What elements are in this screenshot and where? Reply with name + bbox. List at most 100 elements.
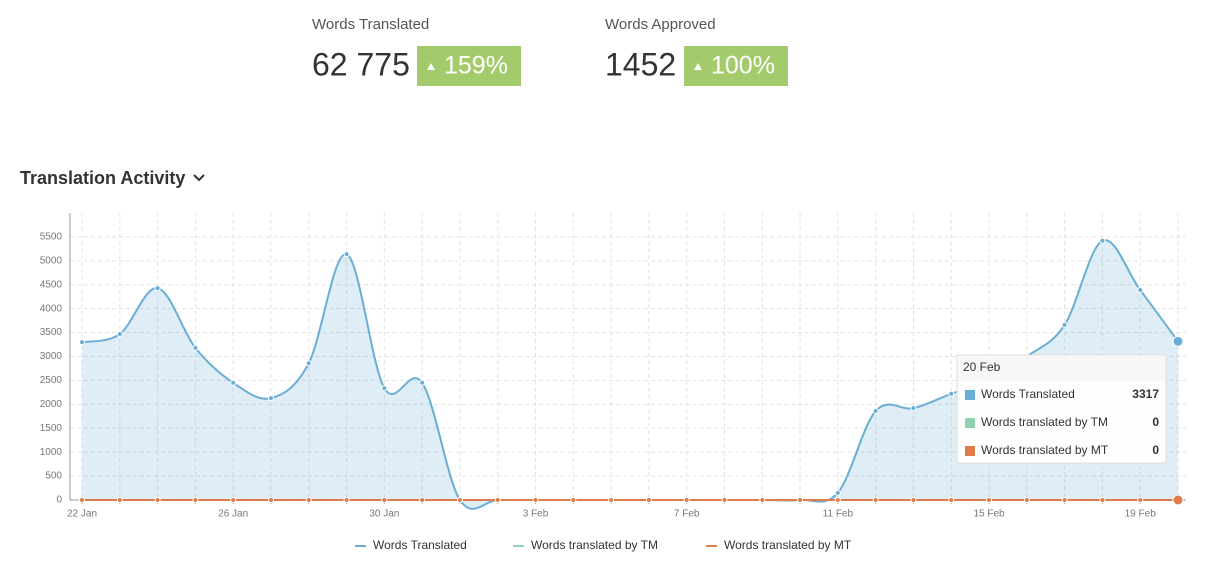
up-arrow [427,63,435,70]
stat-value: 62 775 [312,46,410,82]
change-badge [684,46,788,86]
point [456,497,463,503]
point [834,489,841,496]
point [419,497,426,503]
y-tick-label: 2500 [40,375,63,386]
point [381,385,388,392]
point [343,251,350,258]
point [116,331,123,338]
x-tick-label: 26 Jan [218,509,248,520]
tooltip-value: 0 [1152,415,1159,429]
point [343,497,350,503]
point [570,497,577,503]
point [797,497,804,503]
stat-label: Words Translated [312,16,429,33]
point [116,497,123,503]
point [381,497,388,503]
point [230,379,237,386]
tooltip-name: Words translated by MT [981,443,1109,457]
x-tick-label: 11 Feb [823,509,854,520]
up-arrow [694,63,702,70]
point [1137,497,1144,503]
legend-label: Words Translated [373,538,467,552]
plot: 0 500 1000 1500 2000 2500 3000 3500 4000 4500 5000… [40,213,1186,520]
x-tick-label: 30 Jan [369,509,399,520]
point [79,497,85,503]
point [948,390,955,397]
tooltip-title: 20 Feb [963,360,1001,374]
stat-label: Words Approved [605,16,716,33]
point [1061,497,1068,503]
tooltip-swatch [965,390,975,400]
point [192,497,199,503]
y-tick-label: 500 [45,471,62,482]
point [834,497,841,503]
tooltip-name: Words translated by TM [981,415,1108,429]
stat-value: 1452 [605,46,676,82]
stats: Words Translated 62 775 159% Words Appro… [312,16,788,86]
y-tick-label: 3500 [40,327,63,338]
y-tick-label: 5000 [40,255,63,266]
x-tick-label: 22 Jan [67,509,97,520]
point [986,497,993,503]
y-tick-label: 5500 [40,232,63,243]
point [608,497,615,503]
y-tick-label: 4000 [40,303,63,314]
point [910,497,917,503]
y-tick-label: 4500 [40,279,63,290]
tooltip-swatch [965,446,975,456]
x-tick-label: 19 Feb [1125,509,1157,520]
y-tick-label: 2000 [40,399,63,410]
point [1172,335,1184,347]
point [759,497,766,503]
y-tick-label: 0 [56,495,62,506]
x-tick-label: 7 Feb [674,509,700,520]
y-tick-label: 1500 [40,423,63,434]
point [532,497,539,503]
point [154,285,161,292]
point [721,497,728,503]
stat-change: 159% [444,52,508,80]
legend: Words Translated Words translated by TM Wo… [355,538,852,552]
point [494,497,501,503]
tooltip-swatch [965,418,975,428]
dropdown-chevron[interactable] [193,174,205,182]
point [948,497,955,503]
point [305,497,312,503]
point [419,379,426,386]
point [154,497,161,503]
point [267,395,274,402]
point [910,405,917,412]
point [683,497,690,503]
area [82,240,1178,509]
point [305,360,312,367]
y-tick-label: 3000 [40,351,63,362]
change-badge [417,46,521,86]
y-tick-label: 1000 [40,447,63,458]
point [1023,497,1030,503]
point [1061,321,1068,328]
point [872,408,879,415]
point [267,497,274,503]
point [1099,497,1106,503]
section-heading[interactable]: Translation Activity [20,168,185,188]
tooltip-value: 0 [1152,443,1159,457]
legend-label: Words translated by MT [724,538,852,552]
tooltip-value: 3317 [1132,387,1159,401]
x-tick-label: 15 Feb [973,509,1005,520]
tooltip: 20 Feb Words Translated 3317 Words translat… [956,354,1167,464]
tooltip-name: Words Translated [981,387,1075,401]
point [1099,237,1106,244]
point [1137,287,1144,294]
point [192,344,199,351]
point [230,497,237,503]
x-tick-label: 3 Feb [523,509,549,520]
stat-change: 100% [711,52,775,80]
point [1172,494,1184,506]
point [645,497,652,503]
point [79,339,85,346]
tooltip-header [958,356,1165,381]
point [872,497,879,503]
legend-label: Words translated by TM [531,538,658,552]
